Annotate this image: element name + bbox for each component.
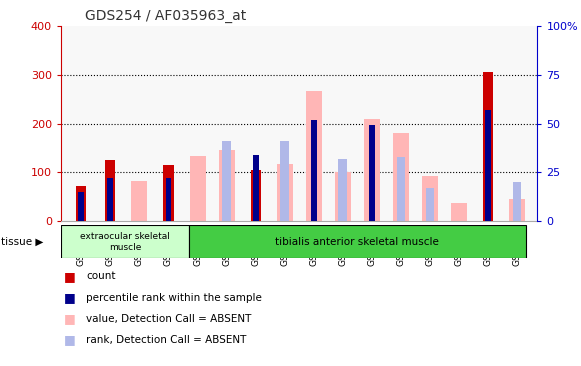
Bar [218,150,235,221]
Bar [512,182,522,221]
Bar [397,157,406,221]
Text: ■: ■ [64,270,76,283]
Bar [131,181,148,221]
Bar [280,141,289,221]
Bar [306,91,322,221]
Bar [78,192,84,221]
Text: value, Detection Call = ABSENT: value, Detection Call = ABSENT [86,314,252,324]
Bar [277,164,293,221]
Bar [364,119,380,221]
Text: GDS254 / AF035963_at: GDS254 / AF035963_at [85,9,246,23]
Bar [163,165,174,221]
Bar [509,199,525,221]
Text: rank, Detection Call = ABSENT: rank, Detection Call = ABSENT [86,335,246,345]
Text: count: count [86,271,116,281]
Bar [61,225,189,258]
Bar [425,188,435,221]
Bar [393,133,409,221]
Text: extraocular skeletal
muscle: extraocular skeletal muscle [80,232,170,251]
Bar [189,156,206,221]
Bar [485,110,491,221]
Text: percentile rank within the sample: percentile rank within the sample [86,292,262,303]
Bar [250,170,261,221]
Bar [335,172,351,221]
Bar [222,141,231,221]
Text: ■: ■ [64,312,76,325]
Bar [311,120,317,221]
Bar [369,126,375,221]
Bar [76,186,87,221]
Text: ■: ■ [64,333,76,347]
Bar [422,176,438,221]
Bar [107,178,113,221]
Bar [189,225,526,258]
Bar [451,203,467,221]
Bar [166,178,171,221]
Text: tibialis anterior skeletal muscle: tibialis anterior skeletal muscle [275,236,439,247]
Text: ■: ■ [64,291,76,304]
Bar [483,72,493,221]
Bar [253,155,259,221]
Bar [338,159,347,221]
Bar [105,160,116,221]
Text: tissue ▶: tissue ▶ [1,236,44,247]
